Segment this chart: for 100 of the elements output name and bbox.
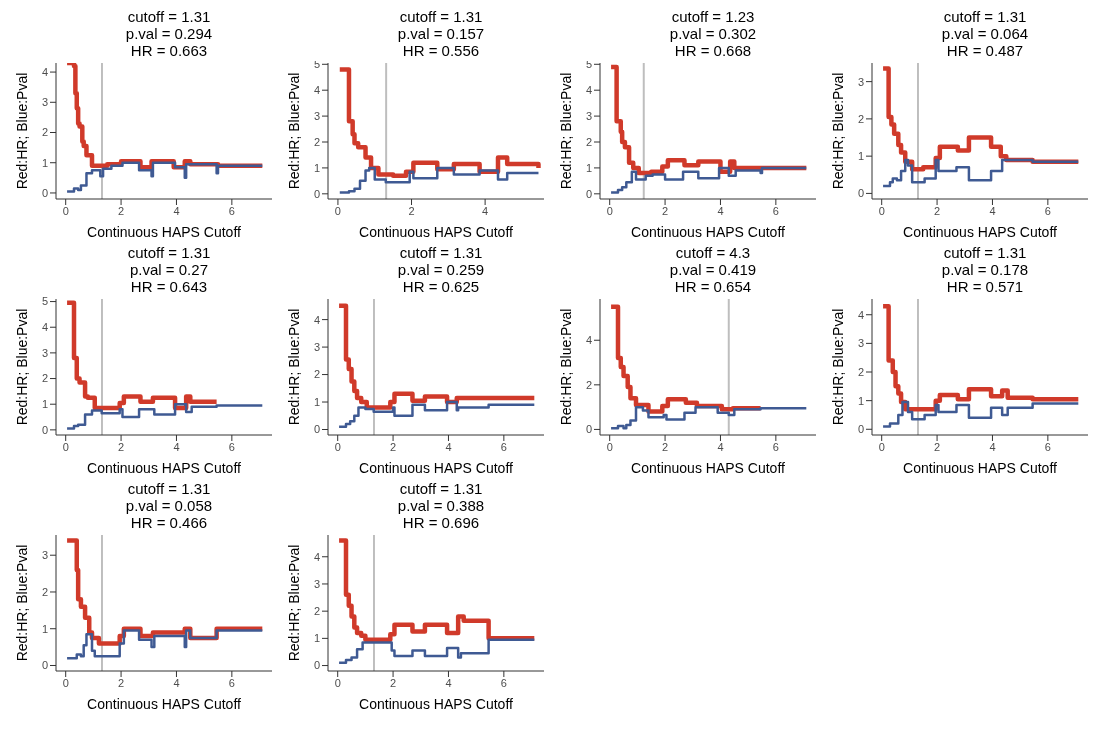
y-tick-label: 4: [313, 84, 320, 97]
x-tick-label: 0: [878, 204, 885, 217]
y-tick-label: 2: [313, 605, 320, 618]
y-tick-label: 2: [857, 365, 864, 378]
y-axis-title: Red:HR; Blue:Pval: [829, 308, 846, 426]
y-tick-label: 1: [585, 161, 592, 174]
y-tick-label: 0: [857, 187, 864, 200]
x-tick-label: 4: [173, 676, 180, 689]
y-tick-label: 2: [41, 126, 48, 139]
x-axis-title: Continuous HAPS Cutoff: [87, 460, 242, 476]
y-axis-title: Red:HR; Blue:Pval: [285, 72, 302, 190]
x-axis-title: Continuous HAPS Cutoff: [359, 460, 514, 476]
x-tick-label: 6: [1044, 204, 1051, 217]
x-axis-title: Continuous HAPS Cutoff: [87, 224, 242, 240]
y-tick-label: 3: [857, 337, 864, 350]
chart-title: cutoff = 1.31 p.val = 0.058 HR = 0.466: [124, 480, 214, 533]
x-tick-label: 2: [118, 676, 125, 689]
y-tick-label: 1: [857, 150, 864, 163]
y-axis-title: Red:HR; Blue:Pval: [13, 544, 30, 662]
y-axis-title: Red:HR; Blue:Pval: [13, 72, 30, 190]
y-axis-title: Red:HR; Blue:Pval: [557, 72, 574, 190]
chart-title: cutoff = 4.3 p.val = 0.419 HR = 0.654: [668, 244, 758, 297]
y-tick-label: 1: [313, 161, 320, 174]
y-tick-label: 0: [585, 423, 592, 436]
x-axis-title: Continuous HAPS Cutoff: [631, 460, 786, 476]
y-tick-label: 1: [41, 156, 48, 169]
chart-title: cutoff = 1.31 p.val = 0.388 HR = 0.696: [396, 480, 486, 533]
x-tick-label: 0: [62, 204, 69, 217]
y-tick-label: 5: [41, 295, 48, 308]
y-tick-label: 2: [41, 372, 48, 385]
x-tick-label: 6: [228, 204, 235, 217]
x-tick-label: 4: [717, 440, 724, 453]
x-tick-label: 0: [334, 676, 341, 689]
y-tick-label: 3: [41, 549, 48, 562]
x-axis-title: Continuous HAPS Cutoff: [359, 696, 514, 712]
x-tick-label: 0: [334, 204, 341, 217]
y-tick-label: 3: [313, 340, 320, 353]
y-tick-label: 3: [313, 577, 320, 590]
x-tick-label: 6: [1044, 440, 1051, 453]
y-tick-label: 1: [41, 622, 48, 635]
y-tick-label: 4: [585, 84, 592, 97]
x-tick-label: 4: [989, 204, 996, 217]
y-tick-label: 0: [857, 423, 864, 436]
x-axis-title: Continuous HAPS Cutoff: [903, 224, 1058, 240]
x-tick-label: 6: [500, 676, 507, 689]
y-axis-title: Red:HR; Blue:Pval: [829, 72, 846, 190]
y-axis-title: Red:HR; Blue:Pval: [285, 308, 302, 426]
y-tick-label: 0: [41, 423, 48, 436]
x-tick-label: 2: [934, 440, 941, 453]
x-tick-label: 4: [173, 204, 180, 217]
x-tick-label: 6: [772, 204, 779, 217]
y-tick-label: 3: [857, 75, 864, 88]
x-tick-label: 0: [606, 204, 613, 217]
y-tick-label: 3: [585, 110, 592, 123]
x-tick-label: 2: [390, 440, 397, 453]
y-tick-label: 5: [313, 58, 320, 71]
y-tick-label: 4: [313, 313, 320, 326]
x-axis-title: Continuous HAPS Cutoff: [903, 460, 1058, 476]
chart-title: cutoff = 1.31 p.val = 0.178 HR = 0.571: [940, 244, 1030, 297]
x-tick-label: 4: [445, 440, 452, 453]
y-tick-label: 4: [41, 321, 48, 334]
chart-title: cutoff = 1.31 p.val = 0.157 HR = 0.556: [397, 8, 485, 59]
y-tick-label: 4: [313, 550, 320, 563]
y-axis-title: Red:HR; Blue:Pval: [285, 544, 302, 662]
y-axis-title: Red:HR; Blue:Pval: [557, 308, 574, 426]
x-tick-label: 4: [717, 204, 724, 217]
y-tick-label: 1: [313, 395, 320, 408]
y-tick-label: 4: [857, 308, 864, 321]
x-axis-title: Continuous HAPS Cutoff: [87, 696, 242, 712]
x-tick-label: 4: [173, 440, 180, 453]
y-tick-label: 1: [313, 632, 320, 645]
y-tick-label: 3: [41, 96, 48, 109]
y-tick-label: 2: [41, 585, 48, 598]
x-tick-label: 4: [989, 440, 996, 453]
y-tick-label: 0: [313, 423, 320, 436]
y-tick-label: 4: [41, 65, 48, 78]
x-tick-label: 6: [228, 676, 235, 689]
y-tick-label: 0: [41, 659, 48, 672]
x-tick-label: 6: [500, 440, 507, 453]
x-tick-label: 2: [662, 440, 669, 453]
x-tick-label: 2: [934, 204, 941, 217]
x-tick-label: 2: [118, 440, 125, 453]
x-tick-label: 4: [482, 204, 489, 217]
y-tick-label: 2: [313, 135, 320, 148]
y-axis-title: Red:HR; Blue:Pval: [13, 308, 30, 426]
chart-title: cutoff = 1.23 p.val = 0.302 HR = 0.668: [669, 8, 757, 59]
y-tick-label: 0: [585, 187, 592, 200]
chart-title: cutoff = 1.31 p.val = 0.27 HR = 0.643: [126, 244, 212, 297]
x-tick-label: 2: [662, 204, 669, 217]
chart-title: cutoff = 1.31 p.val = 0.294 HR = 0.663: [124, 8, 214, 61]
x-tick-label: 6: [228, 440, 235, 453]
y-tick-label: 0: [41, 186, 48, 199]
x-tick-label: 0: [334, 440, 341, 453]
y-tick-label: 3: [313, 110, 320, 123]
x-tick-label: 2: [408, 204, 415, 217]
x-axis-title: Continuous HAPS Cutoff: [359, 224, 514, 240]
chart-title: cutoff = 1.31 p.val = 0.064 HR = 0.487: [940, 8, 1030, 61]
y-tick-label: 1: [41, 398, 48, 411]
chart-title: cutoff = 1.31 p.val = 0.259 HR = 0.625: [396, 244, 486, 297]
x-tick-label: 0: [606, 440, 613, 453]
